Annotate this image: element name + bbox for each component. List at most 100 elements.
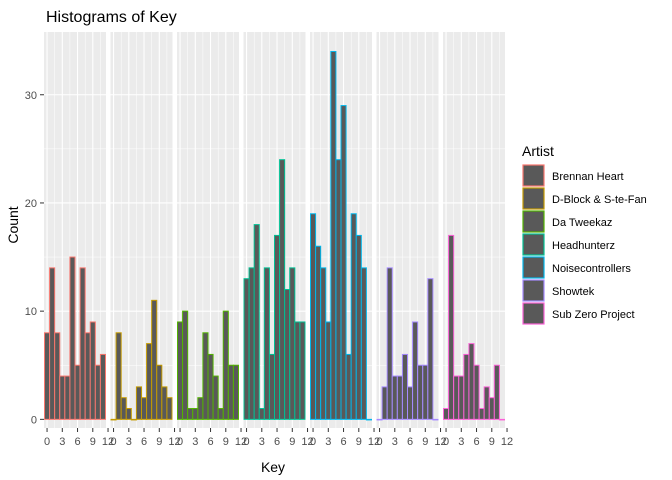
- histogram-bar: [135, 386, 142, 420]
- legend-item: Sub Zero Project: [522, 302, 635, 325]
- histogram-bar: [376, 418, 383, 421]
- histogram-bar: [49, 267, 56, 420]
- x-axis-label: Key: [261, 459, 285, 475]
- legend-key: [522, 210, 545, 233]
- legend-label: Da Tweekaz: [552, 217, 612, 229]
- histogram-bar: [253, 224, 260, 420]
- x-tick-label: 12: [102, 436, 114, 448]
- x-tick-label: 3: [458, 436, 464, 448]
- legend-label: Headhunterz: [552, 240, 615, 252]
- histogram-bar: [463, 353, 470, 420]
- histogram-bar: [396, 375, 403, 420]
- histogram-bar: [483, 386, 490, 420]
- histogram-bar: [350, 213, 357, 420]
- histogram-bar: [427, 278, 434, 420]
- facet-panel: 0 3 6 9 12: [443, 32, 513, 448]
- histogram-bar: [478, 408, 485, 420]
- histogram-bar: [401, 353, 408, 420]
- histogram-bar: [284, 289, 291, 420]
- x-tick-label: 3: [392, 436, 398, 448]
- histogram-bar: [110, 418, 117, 421]
- histogram-bar: [453, 375, 460, 420]
- histogram-bar: [207, 353, 214, 420]
- legend-key: [522, 233, 545, 256]
- facet-panel: 0 3 6 9 12: [177, 32, 247, 448]
- histogram-bar: [130, 418, 137, 421]
- y-tick-label: 10: [25, 306, 37, 318]
- x-tick-label: 6: [74, 436, 80, 448]
- x-tick-label: 9: [422, 436, 428, 448]
- x-tick-label: 9: [223, 436, 229, 448]
- histogram-bar: [248, 267, 255, 420]
- x-tick-label: 0: [376, 436, 382, 448]
- histogram-bar: [125, 408, 132, 420]
- histogram-bar: [212, 375, 219, 420]
- x-tick-label: 0: [443, 436, 449, 448]
- histogram-bar: [386, 267, 393, 420]
- legend-item: Noisecontrollers: [522, 256, 631, 279]
- histogram-bar: [84, 332, 91, 420]
- legend-label: Sub Zero Project: [552, 309, 635, 321]
- histogram-bar: [325, 321, 332, 420]
- histogram-bar: [498, 418, 505, 421]
- histogram-bar: [407, 386, 414, 420]
- x-tick-label: 9: [289, 436, 295, 448]
- x-tick-label: 6: [141, 436, 147, 448]
- histogram-bar: [320, 267, 327, 420]
- histogram-bar: [289, 267, 296, 420]
- histogram-bar: [417, 364, 424, 420]
- histogram-bar: [340, 105, 347, 420]
- histogram-bar: [243, 278, 250, 420]
- x-tick-label: 12: [168, 436, 180, 448]
- facet-panel: 0 3 6 9 12: [44, 32, 114, 448]
- histogram-bar: [493, 364, 500, 420]
- x-tick-label: 9: [156, 436, 162, 448]
- histogram-bar: [94, 364, 101, 420]
- histogram-bar: [315, 245, 322, 420]
- histogram-bar: [310, 213, 317, 420]
- histogram-bar: [141, 397, 148, 420]
- x-tick-label: 3: [259, 436, 265, 448]
- histogram-bar: [294, 321, 301, 420]
- histogram-bar: [187, 408, 194, 420]
- facet-panel: 0 3 6 9 12: [376, 32, 447, 448]
- x-tick-label: 12: [235, 436, 247, 448]
- histogram-bar: [360, 267, 367, 420]
- x-tick-label: 12: [368, 436, 380, 448]
- histogram-bar: [120, 397, 127, 420]
- histogram-bar: [202, 332, 209, 420]
- histogram-bar: [263, 267, 270, 420]
- x-tick-label: 6: [207, 436, 213, 448]
- x-tick-label: 6: [340, 436, 346, 448]
- facet-panel: 0 3 6 9 12: [243, 32, 314, 448]
- x-tick-label: 0: [243, 436, 249, 448]
- histogram-bar: [330, 50, 337, 420]
- legend-item: D-Block & S-te-Fan: [522, 187, 647, 210]
- histogram-bar: [458, 375, 465, 420]
- histogram-bar: [177, 321, 184, 420]
- legend-key: [522, 164, 545, 187]
- legend-title: Artist: [522, 143, 554, 159]
- histogram-bar: [59, 375, 66, 420]
- histogram-bar: [151, 299, 158, 420]
- histogram-bar: [268, 353, 275, 420]
- histogram-bar: [222, 310, 229, 420]
- histogram-bar: [279, 159, 286, 420]
- legend-key: [522, 256, 545, 279]
- histogram-bar: [161, 386, 168, 420]
- y-tick-label: 20: [25, 198, 37, 210]
- histogram-bar: [227, 364, 234, 420]
- x-tick-label: 9: [489, 436, 495, 448]
- x-tick-label: 3: [126, 436, 132, 448]
- x-tick-label: 6: [473, 436, 479, 448]
- histogram-bar: [468, 343, 475, 420]
- legend-item: Headhunterz: [522, 233, 615, 256]
- x-tick-label: 0: [110, 436, 116, 448]
- histogram-bar: [258, 408, 265, 420]
- histogram-bar: [412, 321, 419, 420]
- x-tick-label: 12: [301, 436, 313, 448]
- histogram-bar: [381, 386, 388, 420]
- x-tick-label: 3: [59, 436, 65, 448]
- y-tick-label: 0: [31, 414, 37, 426]
